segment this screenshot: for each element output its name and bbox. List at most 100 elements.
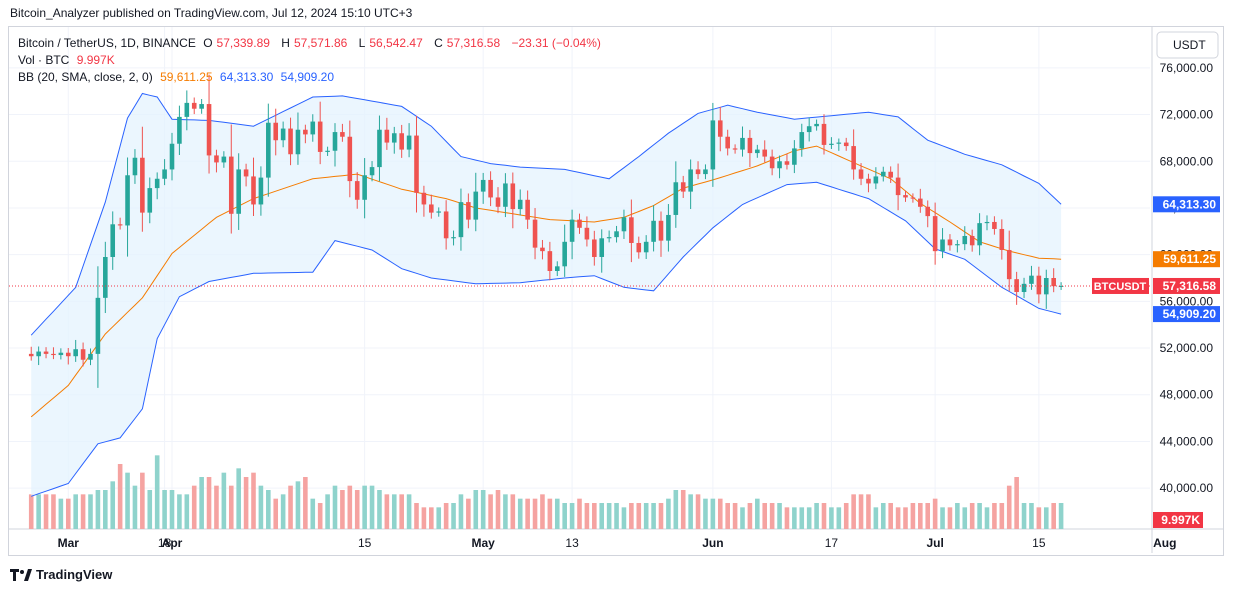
candle[interactable]	[636, 236, 642, 259]
candle[interactable]	[836, 138, 842, 151]
candle[interactable]	[747, 129, 753, 168]
candle[interactable]	[228, 124, 234, 234]
candle[interactable]	[310, 114, 316, 142]
candle[interactable]	[725, 129, 730, 156]
candle[interactable]	[421, 185, 427, 217]
candle[interactable]	[858, 163, 864, 186]
candle[interactable]	[1014, 271, 1019, 305]
candle[interactable]	[792, 140, 797, 174]
candle[interactable]	[273, 108, 279, 156]
candle[interactable]	[666, 204, 671, 252]
candle[interactable]	[177, 105, 182, 155]
candle[interactable]	[362, 158, 367, 219]
candle[interactable]	[43, 347, 49, 359]
candle[interactable]	[843, 137, 849, 151]
candle[interactable]	[117, 217, 123, 230]
candle[interactable]	[369, 161, 375, 182]
candle[interactable]	[288, 117, 293, 166]
candle[interactable]	[992, 216, 997, 235]
candle[interactable]	[829, 137, 834, 149]
candle[interactable]	[451, 230, 456, 246]
candle[interactable]	[480, 172, 486, 204]
candle[interactable]	[769, 149, 775, 176]
candle[interactable]	[162, 159, 167, 186]
candle[interactable]	[384, 117, 390, 150]
candle[interactable]	[866, 173, 871, 193]
candle[interactable]	[495, 187, 501, 214]
candle[interactable]	[206, 74, 212, 174]
candle[interactable]	[503, 173, 508, 218]
candle[interactable]	[399, 124, 404, 158]
candle[interactable]	[406, 123, 412, 158]
candle[interactable]	[799, 123, 805, 157]
candle[interactable]	[755, 144, 760, 158]
currency-button-label[interactable]: USDT	[1173, 38, 1206, 52]
candle[interactable]	[414, 115, 419, 213]
candle[interactable]	[458, 188, 464, 251]
candle[interactable]	[614, 225, 619, 243]
candle[interactable]	[947, 234, 953, 251]
candle[interactable]	[969, 229, 975, 252]
candle[interactable]	[895, 163, 901, 211]
candle[interactable]	[525, 190, 530, 229]
candle[interactable]	[1029, 265, 1034, 290]
candle[interactable]	[762, 140, 768, 163]
candle[interactable]	[251, 157, 256, 217]
candle[interactable]	[547, 241, 553, 281]
candle[interactable]	[347, 120, 353, 198]
candle[interactable]	[599, 229, 605, 273]
candle[interactable]	[236, 153, 241, 230]
candle[interactable]	[554, 261, 560, 277]
candle[interactable]	[932, 202, 938, 265]
candle[interactable]	[103, 241, 108, 314]
candle[interactable]	[999, 219, 1005, 260]
candle[interactable]	[95, 266, 101, 388]
candle[interactable]	[88, 348, 93, 366]
candle[interactable]	[629, 199, 634, 263]
candle[interactable]	[577, 213, 582, 234]
candle[interactable]	[814, 119, 819, 131]
candle[interactable]	[221, 151, 227, 168]
candle[interactable]	[918, 188, 923, 213]
candle[interactable]	[36, 346, 41, 366]
candle[interactable]	[851, 129, 856, 180]
candle[interactable]	[132, 149, 138, 184]
candle[interactable]	[880, 166, 886, 182]
candle[interactable]	[65, 347, 71, 365]
candle[interactable]	[258, 166, 264, 216]
candle[interactable]	[962, 226, 968, 251]
candle[interactable]	[332, 123, 338, 167]
candle[interactable]	[777, 155, 782, 179]
candle[interactable]	[473, 172, 479, 232]
candle[interactable]	[710, 102, 716, 187]
candle[interactable]	[488, 171, 493, 207]
candle[interactable]	[51, 347, 56, 360]
candle[interactable]	[703, 164, 708, 180]
candle[interactable]	[377, 115, 382, 182]
candle[interactable]	[540, 239, 545, 260]
candle[interactable]	[606, 230, 612, 243]
candle[interactable]	[984, 215, 990, 231]
candle[interactable]	[806, 117, 812, 142]
candle[interactable]	[443, 200, 449, 250]
candle[interactable]	[940, 228, 945, 259]
candle[interactable]	[717, 106, 723, 152]
candle[interactable]	[303, 124, 308, 144]
candle[interactable]	[517, 189, 523, 216]
candle[interactable]	[280, 121, 286, 148]
candle[interactable]	[532, 208, 538, 260]
candle[interactable]	[740, 126, 745, 157]
candle[interactable]	[732, 144, 738, 154]
candle[interactable]	[169, 132, 175, 181]
candle[interactable]	[510, 172, 516, 229]
tradingview-footer[interactable]: TradingView	[10, 567, 112, 582]
candle[interactable]	[110, 211, 116, 270]
candle[interactable]	[1021, 277, 1027, 299]
candle[interactable]	[621, 209, 627, 239]
candle[interactable]	[680, 175, 686, 198]
candle[interactable]	[325, 146, 330, 156]
candle[interactable]	[651, 205, 656, 252]
candle[interactable]	[1006, 230, 1012, 292]
candle[interactable]	[295, 112, 301, 165]
